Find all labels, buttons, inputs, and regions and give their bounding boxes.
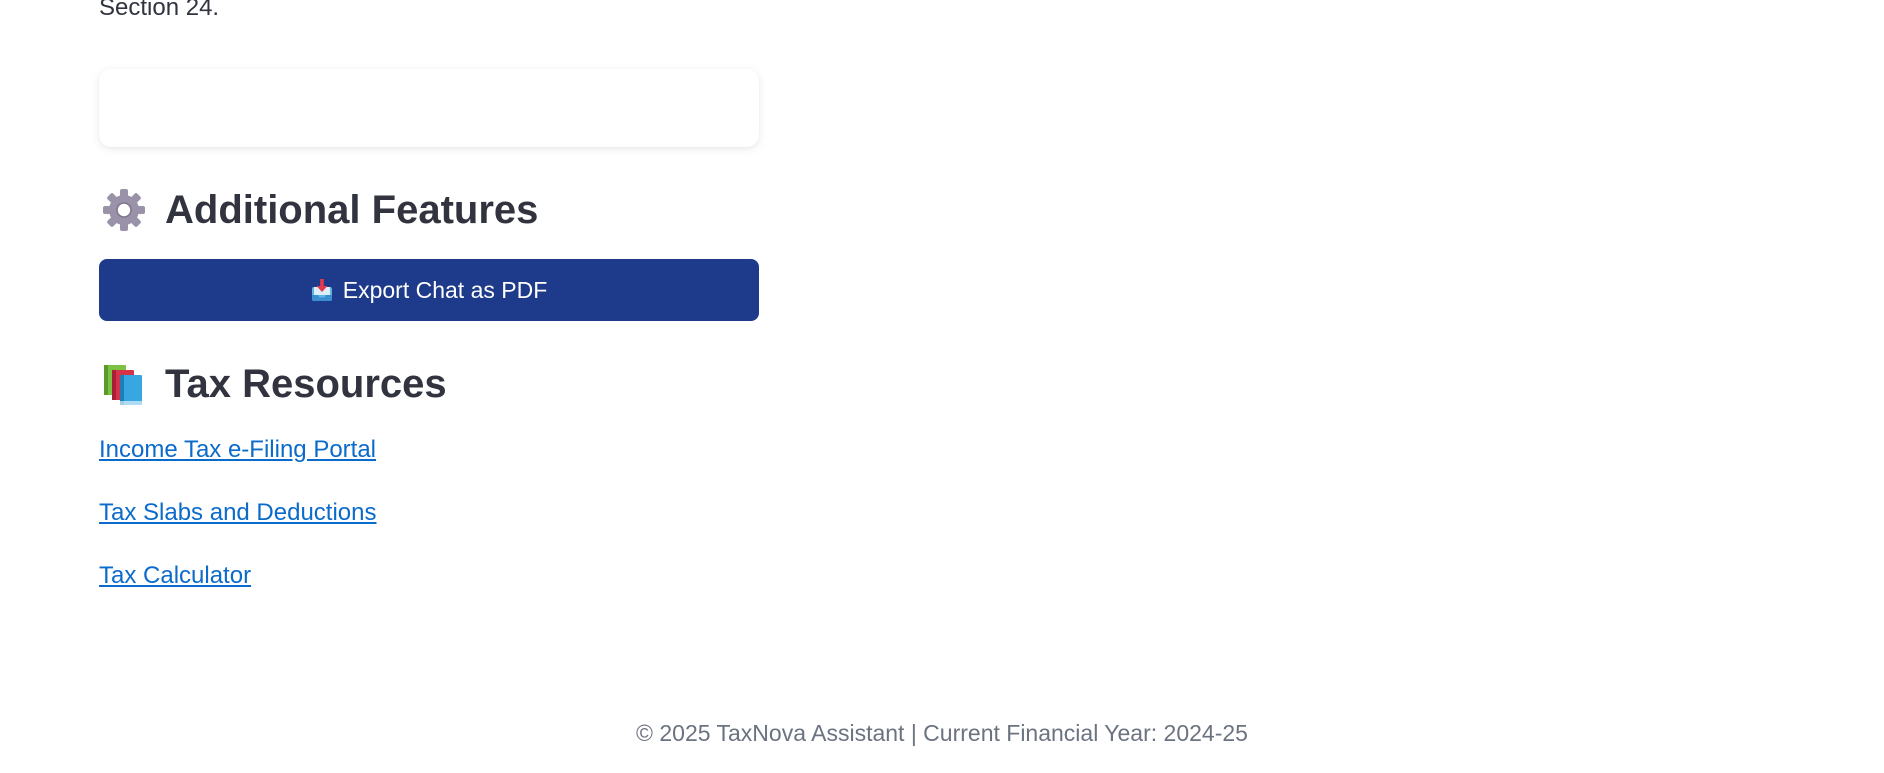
inbox-tray-icon bbox=[311, 278, 333, 302]
tax-resources-title: Tax Resources bbox=[165, 361, 447, 406]
books-icon bbox=[99, 359, 149, 409]
tax-resources-heading: Tax Resources bbox=[99, 356, 447, 412]
export-button-label: Export Chat as PDF bbox=[342, 276, 548, 303]
footer-text: © 2025 TaxNova Assistant | Current Finan… bbox=[636, 720, 1248, 746]
empty-card bbox=[99, 69, 759, 147]
additional-features-title: Additional Features bbox=[165, 187, 539, 232]
previous-section-text: Section 24. bbox=[99, 0, 220, 21]
export-chat-pdf-button[interactable]: Export Chat as PDF bbox=[99, 259, 759, 321]
link-tax-calculator[interactable]: Tax Calculator bbox=[99, 562, 252, 589]
gear-icon bbox=[99, 185, 149, 235]
additional-features-heading: Additional Features bbox=[99, 182, 538, 238]
link-tax-slabs-and-deductions[interactable]: Tax Slabs and Deductions bbox=[99, 499, 377, 526]
link-income-tax-e-filing-portal[interactable]: Income Tax e-Filing Portal bbox=[99, 436, 377, 463]
